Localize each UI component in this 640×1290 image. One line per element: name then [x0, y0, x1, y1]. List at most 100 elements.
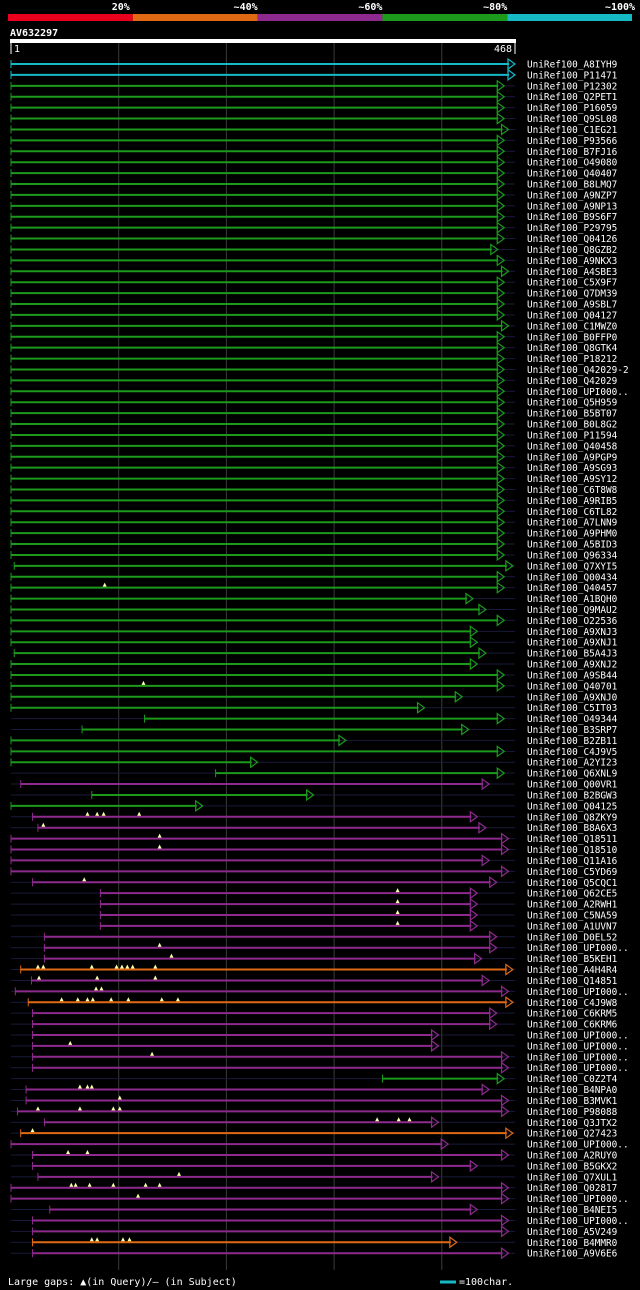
- hit-row[interactable]: UniRef100_B5BT07: [10, 406, 617, 420]
- hit-row[interactable]: UniRef100_UPI000..: [11, 1214, 629, 1227]
- hit-label[interactable]: UniRef100_Q18511: [527, 834, 618, 845]
- hit-row[interactable]: UniRef100_P93566: [10, 134, 618, 147]
- hit-row[interactable]: UniRef100_A9SB44: [10, 668, 618, 682]
- hit-label[interactable]: UniRef100_Q96334: [527, 550, 618, 561]
- hit-row[interactable]: UniRef100_P29795: [10, 221, 617, 235]
- hit-label[interactable]: UniRef100_B5KEH1: [527, 954, 618, 965]
- hit-label[interactable]: UniRef100_Q7DM39: [527, 289, 618, 300]
- hit-row[interactable]: UniRef100_B4MMR0: [11, 1236, 618, 1249]
- hit-row[interactable]: UniRef100_A9SG93: [10, 461, 617, 475]
- hit-label[interactable]: UniRef100_O22536: [527, 616, 618, 627]
- hit-row[interactable]: UniRef100_C4J9W8: [11, 996, 618, 1009]
- hit-label[interactable]: UniRef100_A4SBE3: [527, 267, 617, 278]
- hit-label[interactable]: UniRef100_A9SBL7: [527, 300, 617, 311]
- hit-row[interactable]: UniRef100_B0L8G2: [10, 417, 617, 431]
- hit-row[interactable]: UniRef100_B5GKX2: [11, 1159, 617, 1173]
- hit-label[interactable]: UniRef100_P18212: [527, 354, 617, 365]
- hit-row[interactable]: UniRef100_C6KRM6: [11, 1017, 618, 1031]
- hit-label[interactable]: UniRef100_A9XNJ2: [527, 660, 617, 671]
- hit-label[interactable]: UniRef100_A1UVN7: [527, 921, 617, 932]
- hit-row[interactable]: UniRef100_Q11A16: [10, 854, 618, 867]
- hit-row[interactable]: UniRef100_A1UVN7: [11, 919, 617, 933]
- hit-row[interactable]: UniRef100_B4NEI5: [11, 1203, 617, 1217]
- hit-label[interactable]: UniRef100_B9S6F7: [527, 212, 617, 223]
- hit-row[interactable]: UniRef100_UPI000..: [11, 1039, 629, 1053]
- hit-row[interactable]: UniRef100_P11471: [10, 68, 618, 82]
- hit-row[interactable]: UniRef100_Q8ZKY9: [11, 810, 618, 824]
- hit-label[interactable]: UniRef100_A9SY12: [527, 474, 617, 485]
- hit-row[interactable]: UniRef100_B5A4J3: [11, 646, 617, 660]
- hit-label[interactable]: UniRef100_Q42029: [527, 376, 618, 387]
- hit-label[interactable]: UniRef100_Q04126: [527, 234, 618, 245]
- hit-label[interactable]: UniRef100_C4J9W8: [527, 998, 618, 1009]
- hit-label[interactable]: UniRef100_A9V6E6: [527, 1249, 618, 1260]
- hit-row[interactable]: UniRef100_B2BGW3: [11, 788, 617, 802]
- hit-label[interactable]: UniRef100_C5X9F7: [527, 278, 617, 289]
- hit-row[interactable]: UniRef100_Q04126: [10, 232, 618, 246]
- hit-label[interactable]: UniRef100_P11594: [527, 430, 618, 441]
- hit-row[interactable]: UniRef100_P11594: [10, 428, 618, 442]
- hit-row[interactable]: UniRef100_A9NKX3: [10, 254, 617, 267]
- hit-row[interactable]: UniRef100_C5IT03: [10, 701, 617, 715]
- hit-label[interactable]: UniRef100_Q02817: [527, 1183, 617, 1194]
- hit-label[interactable]: UniRef100_B8LMQ7: [527, 180, 617, 191]
- hit-row[interactable]: UniRef100_P12302: [10, 79, 617, 93]
- hit-row[interactable]: UniRef100_O22536: [10, 614, 618, 627]
- hit-row[interactable]: UniRef100_A9XNJ0: [10, 690, 618, 704]
- hit-row[interactable]: UniRef100_A9XNJ1: [10, 636, 618, 649]
- hit-label[interactable]: UniRef100_A1BQH0: [527, 594, 618, 605]
- hit-label[interactable]: UniRef100_UPI000..: [527, 387, 629, 398]
- hit-label[interactable]: UniRef100_UPI000..: [527, 1194, 629, 1205]
- hit-label[interactable]: UniRef100_B2BGW3: [527, 790, 617, 801]
- hit-row[interactable]: UniRef100_UPI000..: [11, 941, 629, 955]
- hit-row[interactable]: UniRef100_Q5CQC1: [11, 876, 618, 889]
- hit-row[interactable]: UniRef100_A9PGP9: [10, 450, 618, 464]
- hit-label[interactable]: UniRef100_D0EL52: [527, 932, 617, 943]
- hit-label[interactable]: UniRef100_Q04127: [527, 310, 617, 321]
- hit-label[interactable]: UniRef100_Q14851: [527, 976, 618, 987]
- hit-label[interactable]: UniRef100_Q9MAU2: [527, 605, 617, 616]
- hit-row[interactable]: UniRef100_Q42029: [10, 374, 618, 387]
- hit-row[interactable]: UniRef100_Q40457: [10, 581, 617, 595]
- hit-label[interactable]: UniRef100_Q9SL08: [527, 114, 618, 125]
- hit-row[interactable]: UniRef100_B8A6X3: [11, 821, 617, 835]
- hit-row[interactable]: UniRef100_UPI000..: [11, 1028, 629, 1042]
- hit-label[interactable]: UniRef100_C6TL82: [527, 507, 617, 518]
- hit-row[interactable]: UniRef100_Q02817: [10, 1181, 617, 1195]
- hit-label[interactable]: UniRef100_B3SRP7: [527, 725, 617, 736]
- hit-row[interactable]: UniRef100_Q7DM39: [10, 286, 618, 300]
- hit-row[interactable]: UniRef100_C6T8W8: [10, 483, 618, 496]
- hit-label[interactable]: UniRef100_UPI000..: [527, 987, 629, 998]
- hit-label[interactable]: UniRef100_A9PHM0: [527, 529, 618, 540]
- hit-row[interactable]: UniRef100_P16059: [10, 101, 618, 115]
- hit-row[interactable]: UniRef100_C6TL82: [10, 505, 617, 518]
- hit-row[interactable]: UniRef100_Q18510: [10, 843, 618, 857]
- hit-row[interactable]: UniRef100_Q7XUL1: [11, 1170, 618, 1184]
- hit-row[interactable]: UniRef100_A8IYH9: [10, 57, 618, 71]
- hit-row[interactable]: UniRef100_C0Z2T4: [11, 1072, 618, 1086]
- hit-label[interactable]: UniRef100_Q40701: [527, 681, 618, 692]
- hit-row[interactable]: UniRef100_Q04127: [10, 308, 617, 322]
- hit-label[interactable]: UniRef100_B7FJ16: [527, 147, 618, 158]
- hit-label[interactable]: UniRef100_Q6XNL9: [527, 769, 618, 780]
- hit-label[interactable]: UniRef100_O49080: [527, 158, 618, 169]
- hit-label[interactable]: UniRef100_UPI000..: [527, 943, 629, 954]
- hit-label[interactable]: UniRef100_A8IYH9: [527, 60, 618, 71]
- hit-row[interactable]: UniRef100_B7FJ16: [10, 145, 618, 158]
- hit-label[interactable]: UniRef100_P98088: [527, 1107, 618, 1118]
- hit-row[interactable]: UniRef100_Q8GTK4: [10, 341, 618, 355]
- hit-label[interactable]: UniRef100_A9XNJ3: [527, 627, 617, 638]
- hit-row[interactable]: UniRef100_UPI000..: [11, 1050, 629, 1064]
- hit-row[interactable]: UniRef100_A9RIB5: [10, 494, 617, 507]
- hit-row[interactable]: UniRef100_A9NZP7: [10, 188, 617, 202]
- hit-row[interactable]: UniRef100_A1BQH0: [10, 592, 618, 606]
- hit-label[interactable]: UniRef100_A9NP13: [527, 201, 617, 212]
- hit-label[interactable]: UniRef100_C6T8W8: [527, 485, 618, 496]
- hit-row[interactable]: UniRef100_Q9SL08: [10, 112, 618, 126]
- hit-label[interactable]: UniRef100_Q62CE5: [527, 889, 617, 900]
- hit-label[interactable]: UniRef100_UPI000..: [527, 1216, 629, 1227]
- hit-row[interactable]: UniRef100_Q00434: [10, 570, 618, 584]
- hit-label[interactable]: UniRef100_O49344: [527, 714, 618, 725]
- hit-label[interactable]: UniRef100_A7LNN9: [527, 518, 618, 529]
- hit-row[interactable]: UniRef100_A9PHM0: [10, 526, 618, 540]
